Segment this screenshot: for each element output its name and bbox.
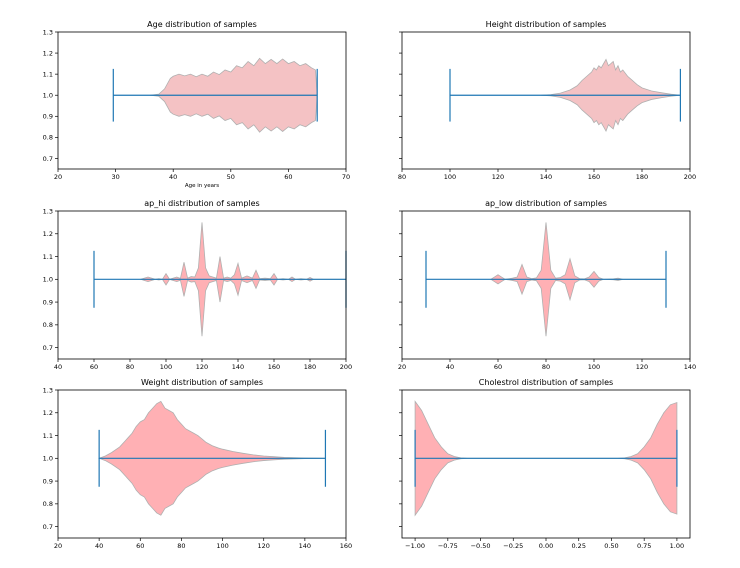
x-tick-label: 100 <box>216 542 228 550</box>
subplot-title: ap_hi distribution of samples <box>144 199 259 208</box>
x-tick-label: 60 <box>494 363 502 371</box>
x-tick-label: 120 <box>636 363 648 371</box>
y-tick-label: 1.3 <box>43 28 53 36</box>
x-tick-label: 200 <box>340 363 352 371</box>
x-tick-label: 80 <box>542 363 550 371</box>
x-tick-label: 160 <box>268 363 280 371</box>
x-tick-label: 100 <box>588 363 600 371</box>
x-tick-label: 40 <box>95 542 103 550</box>
subplot-5: 20 40 60 80 100 120 140 160 0.7 0.8 0.9 1.0 1.1 1.2 1.… <box>43 378 353 550</box>
subplot-title: Age distribution of samples <box>147 20 257 29</box>
x-tick-label: 0.25 <box>571 542 585 550</box>
x-tick-label: 140 <box>232 363 244 371</box>
x-tick-label: 20 <box>398 363 406 371</box>
x-tick-label: 40 <box>446 363 454 371</box>
x-tick-label: 100 <box>160 363 172 371</box>
y-tick-label: 1.3 <box>43 207 53 215</box>
subplot-1: 20 30 40 50 60 70 0.7 0.8 0.9 1.0 1.1 1.2 1.3 Age dis… <box>43 20 350 189</box>
y-tick-label: 0.9 <box>43 298 53 306</box>
x-tick-label: 140 <box>540 173 552 181</box>
y-tick-label: 1.0 <box>43 455 53 463</box>
x-tick-label: 140 <box>299 542 311 550</box>
x-tick-label: −0.25 <box>503 542 523 550</box>
x-tick-label: 180 <box>636 173 648 181</box>
y-tick-label: 1.2 <box>43 230 53 238</box>
x-tick-label: 50 <box>227 173 235 181</box>
plot-frame <box>57 389 347 539</box>
y-tick-label: 0.7 <box>43 344 53 352</box>
subplot-title: Height distribution of samples <box>486 20 607 29</box>
x-tick-label: 60 <box>136 542 144 550</box>
y-tick-label: 1.1 <box>43 253 53 261</box>
y-tick-label: 0.8 <box>43 134 53 142</box>
x-tick-label: 120 <box>196 363 208 371</box>
y-tick-label: 1.0 <box>43 276 53 284</box>
x-tick-label: 20 <box>54 542 62 550</box>
subplot-title: Weight distribution of samples <box>141 378 263 387</box>
x-tick-label: 0.00 <box>539 542 553 550</box>
x-tick-label: 160 <box>340 542 352 550</box>
x-tick-label: −0.50 <box>471 542 491 550</box>
x-tick-label: 80 <box>126 363 134 371</box>
subplot-4: 20 40 60 80 100 120 140 ap_low distribution of … <box>398 199 696 371</box>
subplot-title: Cholestrol distribution of samples <box>479 378 613 387</box>
y-tick-label: 0.9 <box>43 477 53 485</box>
x-tick-label: 80 <box>398 173 406 181</box>
y-tick-label: 0.9 <box>43 113 53 121</box>
y-tick-label: 1.0 <box>43 92 53 100</box>
x-tick-label: 40 <box>169 173 177 181</box>
x-tick-label: 20 <box>54 173 62 181</box>
subplot-title: ap_low distribution of samples <box>485 199 607 208</box>
x-tick-label: −0.75 <box>438 542 458 550</box>
x-tick-label: 60 <box>90 363 98 371</box>
x-tick-label: 0.75 <box>637 542 651 550</box>
x-tick-label: 0.50 <box>604 542 618 550</box>
x-tick-label: 60 <box>284 173 292 181</box>
y-tick-label: 0.7 <box>43 523 53 531</box>
x-tick-label: 180 <box>304 363 316 371</box>
y-tick-label: 1.1 <box>43 432 53 440</box>
x-tick-label: 200 <box>684 173 696 181</box>
x-tick-label: 1.00 <box>670 542 684 550</box>
y-tick-label: 1.3 <box>43 386 53 394</box>
y-tick-label: 1.1 <box>43 70 53 78</box>
x-tick-label: 140 <box>684 363 696 371</box>
x-tick-label: 30 <box>111 173 119 181</box>
subplot-2: 80 100 120 140 160 180 200 Height distribution … <box>398 20 696 181</box>
x-tick-label: 120 <box>492 173 504 181</box>
x-tick-label: 100 <box>444 173 456 181</box>
x-tick-label: 120 <box>258 542 270 550</box>
subplot-3: 40 60 80 100 120 140 160 180 200 0.7 0.8 0.9 1.0 1.1 1… <box>43 199 353 371</box>
x-tick-label: 160 <box>588 173 600 181</box>
y-tick-label: 0.8 <box>43 500 53 508</box>
y-tick-label: 1.2 <box>43 409 53 417</box>
x-tick-label: −1.00 <box>405 542 425 550</box>
y-tick-label: 1.2 <box>43 49 53 57</box>
x-tick-label: 70 <box>342 173 350 181</box>
y-tick-label: 0.7 <box>43 155 53 163</box>
subplot-6: −1.00 −0.75 −0.50 −0.25 0.00 0.25 0.50 0.75 1.00… <box>399 378 691 550</box>
x-tick-label: 40 <box>54 363 62 371</box>
plot-frame <box>57 31 347 170</box>
y-tick-label: 0.8 <box>43 321 53 329</box>
x-tick-label: 80 <box>177 542 185 550</box>
x-axis-label: Age in years <box>185 183 219 189</box>
